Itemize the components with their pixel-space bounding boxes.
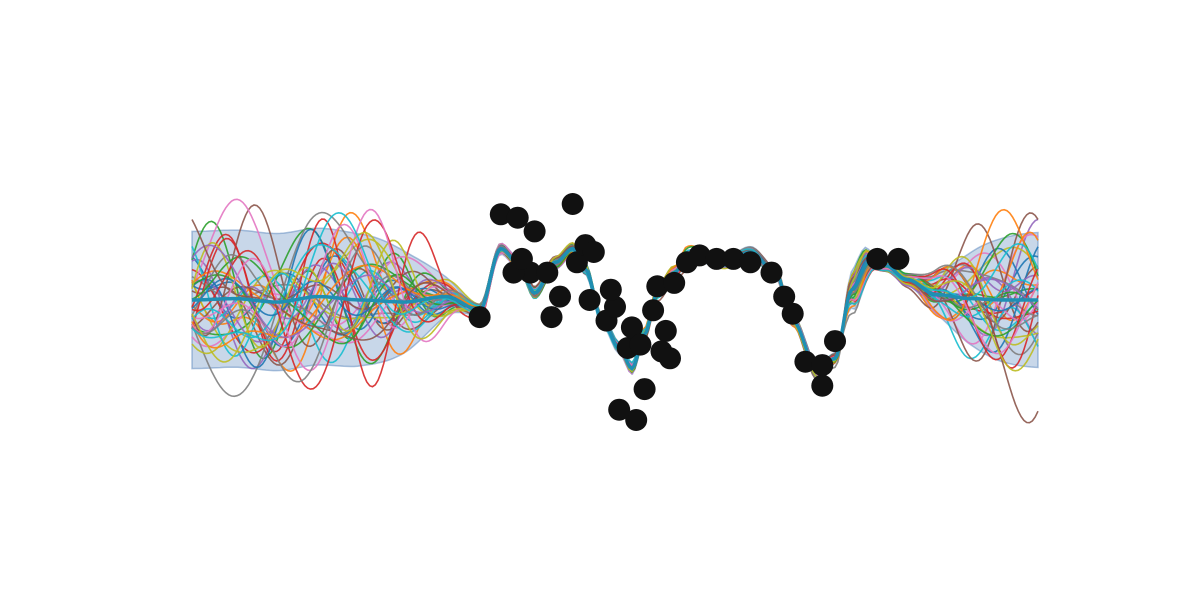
observation-point — [633, 378, 656, 401]
observation-point — [866, 247, 889, 270]
observation-point — [536, 261, 559, 284]
observation-point — [811, 374, 834, 397]
observation-point — [582, 241, 605, 263]
observation-point — [604, 295, 626, 318]
observation-point — [654, 319, 677, 342]
observation-point — [811, 354, 834, 377]
observation-point — [599, 278, 622, 301]
observation-point — [824, 330, 846, 353]
posterior-mean-line — [192, 246, 1038, 374]
observation-point — [629, 333, 652, 356]
observation-point — [565, 251, 588, 274]
observation-point — [620, 316, 643, 339]
observation-point — [523, 220, 546, 243]
observation-point — [663, 271, 686, 294]
observation-point — [887, 247, 910, 270]
posterior-mean-layer — [192, 246, 1038, 374]
observation-point — [489, 203, 512, 226]
observation-point — [760, 261, 783, 284]
observation-point — [781, 302, 804, 325]
observation-point — [739, 251, 762, 274]
observation-point — [705, 247, 728, 270]
observations-layer — [468, 193, 910, 431]
observation-point — [659, 347, 681, 370]
observation-point — [722, 247, 745, 270]
observation-point — [549, 285, 571, 308]
observation-point — [578, 289, 601, 311]
observation-point — [506, 206, 529, 229]
observation-point — [561, 193, 584, 215]
observation-point — [688, 244, 711, 267]
observation-point — [608, 398, 631, 421]
observation-point — [468, 306, 491, 329]
observation-point — [540, 306, 563, 329]
observation-point — [642, 299, 665, 322]
posterior-sample-line — [191, 211, 1039, 374]
observation-point — [646, 275, 669, 298]
observation-point — [794, 350, 817, 373]
observation-point — [773, 285, 796, 308]
observation-point — [625, 409, 648, 431]
observation-point — [510, 247, 533, 270]
